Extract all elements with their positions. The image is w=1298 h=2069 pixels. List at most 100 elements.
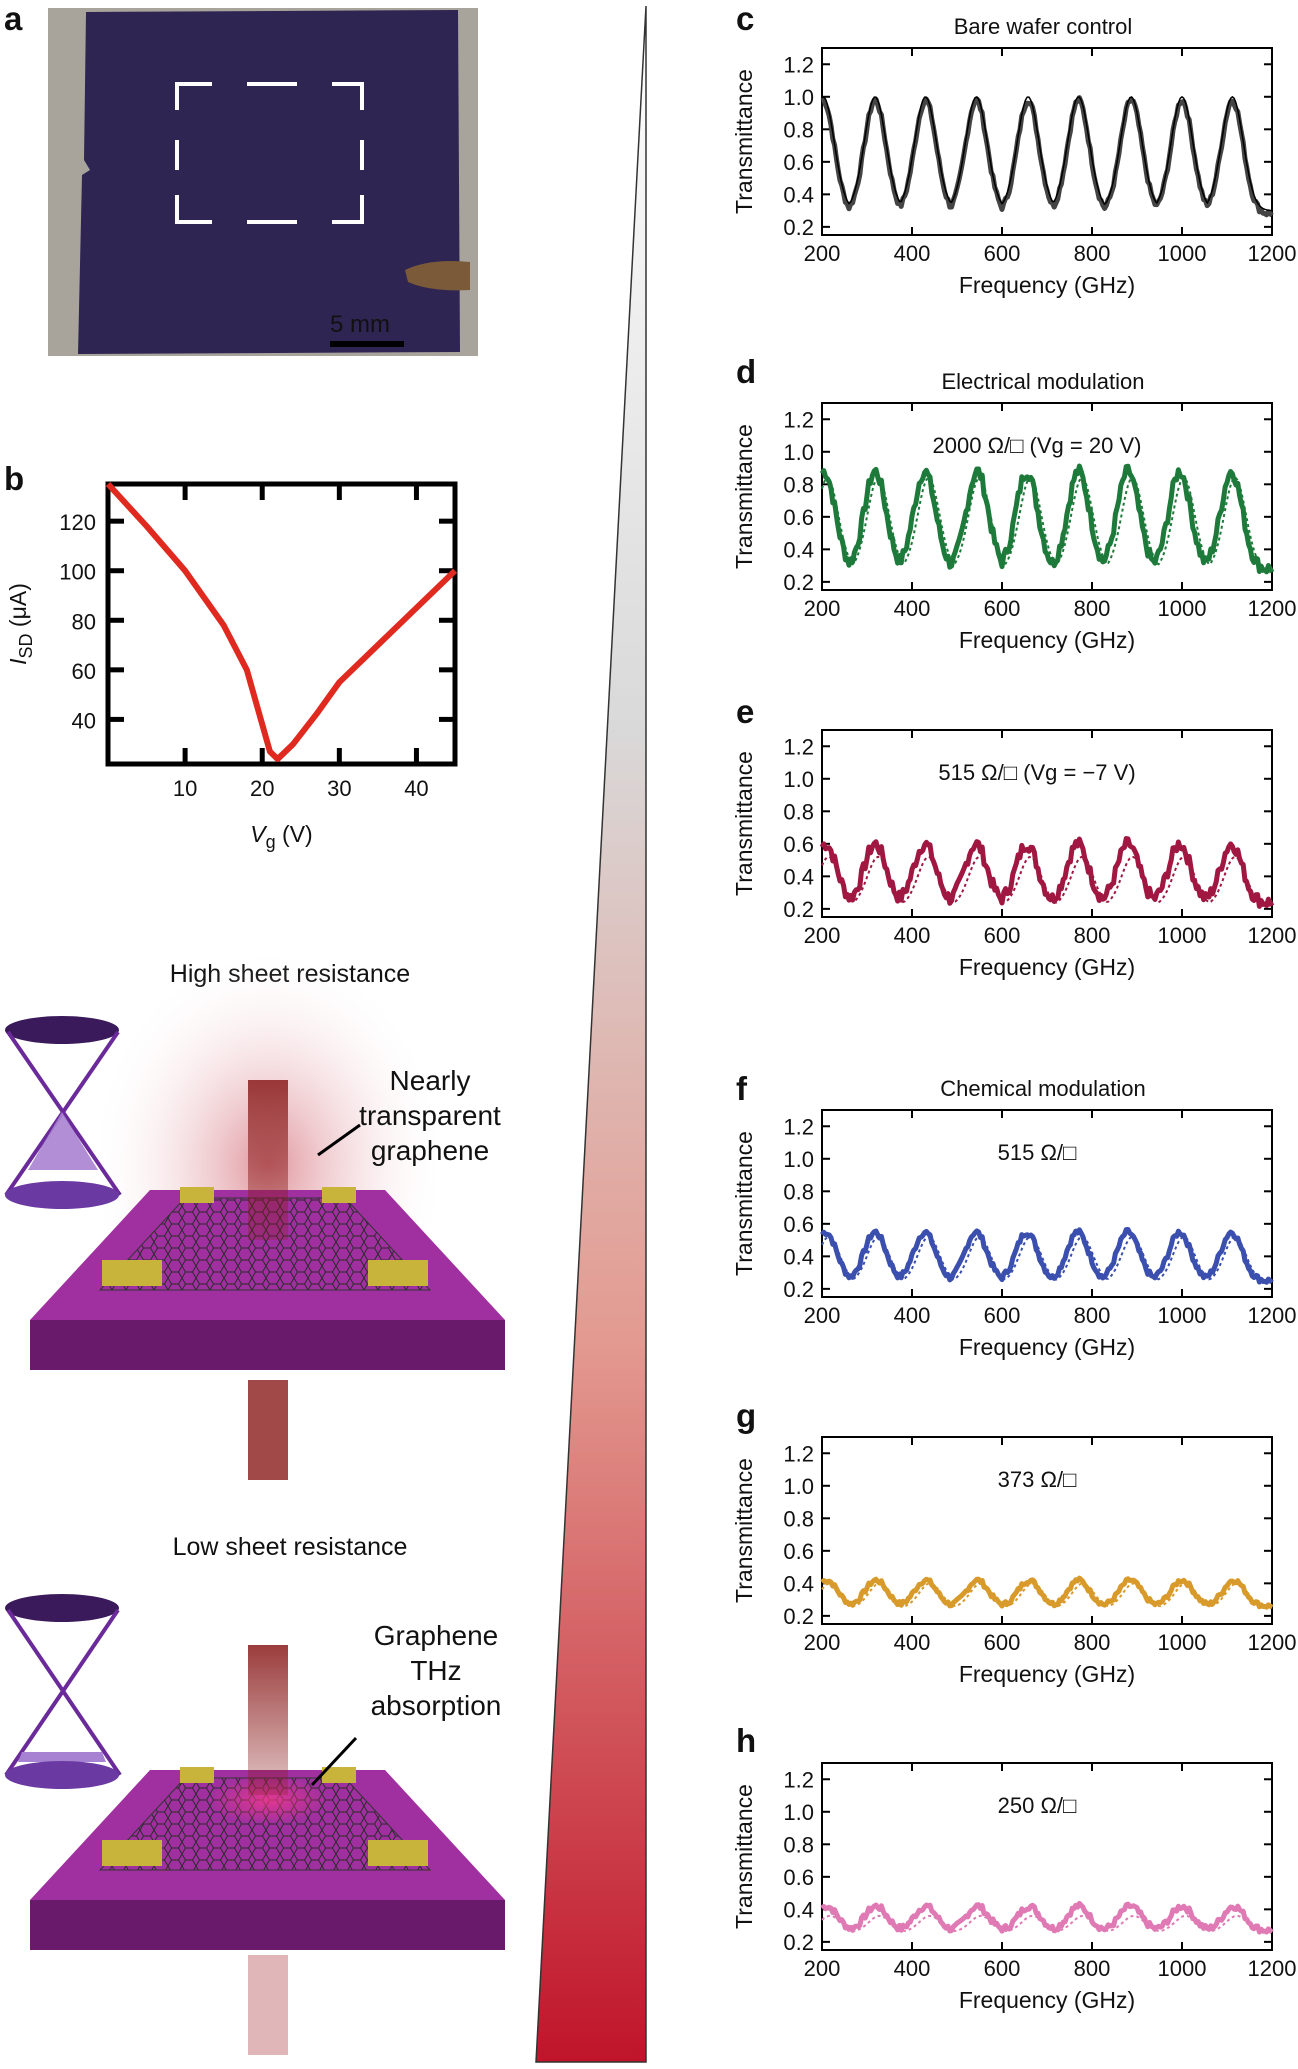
y-tick-label: 1.0 [783,85,814,110]
iv-curve [105,481,458,763]
y-tick-label: 1.2 [783,1441,814,1466]
y-tick-label: 80 [72,609,96,634]
y-tick-label: 100 [59,560,96,585]
y-axis-label: Transmittance [731,1131,757,1276]
y-tick-label: 1.0 [783,767,814,792]
schematic-low: Low sheet resistance Graphene THz absorp… [4,1533,505,2055]
x-tick-label: 400 [894,923,931,948]
thz-beam-in-low [248,1645,288,1795]
x-tick-label: 1200 [1248,1956,1297,1981]
x-axis-label: Frequency (GHz) [959,1987,1135,2013]
callout-high-2: transparent [359,1100,501,1131]
x-axis-label: Frequency (GHz) [959,1661,1135,1687]
plot-frame [821,402,1273,591]
photo-panel: 5 mm [48,8,478,356]
series-model [821,96,1273,212]
chart-c: 200 400 600 800 1000 1200 0.2 0.4 0.6 0.8 1.0 1.2 Ba… [731,14,1296,298]
thz-beam-out [248,1380,288,1480]
x-tick-label: 600 [984,1303,1021,1328]
callout-high-3: graphene [371,1135,489,1166]
plot-frame [821,47,1273,236]
schematic-high: High sheet resistance Nearly transparent… [4,945,505,1480]
y-tick-label: 0.6 [783,505,814,530]
thz-beam-out-low [248,1955,288,2055]
x-tick-label: 30 [327,776,351,801]
y-axis-label: Transmittance [731,69,757,214]
x-tick-label: 200 [804,1630,841,1655]
x-tick-label: 1000 [1158,923,1207,948]
series-measured [819,836,1275,909]
y-tick-label: 0.8 [783,1179,814,1204]
dirac-cone-high [4,1016,122,1209]
y-tick-label: 0.8 [783,1506,814,1531]
chart-title: Bare wafer control [954,14,1133,39]
dirac-cone-low [4,1594,122,1789]
series-model [821,1914,1273,1934]
y-tick-label: 1.0 [783,1147,814,1172]
y-tick-label: 0.2 [783,1277,814,1302]
x-tick-label: 400 [894,1303,931,1328]
x-tick-label: 20 [250,776,274,801]
x-axis-label: Frequency (GHz) [959,1334,1135,1360]
scale-bar-label: 5 mm [330,311,390,338]
y-tick-label: 0.4 [783,537,814,562]
callout-high-1: Nearly [390,1065,471,1096]
chart-title: Chemical modulation [940,1076,1145,1101]
x-tick-label: 1000 [1158,1630,1207,1655]
y-tick-label: 0.2 [783,570,814,595]
chart-annotation: 2000 Ω/□ (Vg = 20 V) [933,433,1142,458]
chart-d: 200 400 600 800 1000 1200 0.2 0.4 0.6 0.8 1.0 1.2 El… [731,369,1296,653]
x-axis-label: Frequency (GHz) [959,627,1135,653]
y-tick-label: 60 [72,659,96,684]
x-tick-label: 800 [1074,596,1111,621]
y-tick-label: 1.0 [783,440,814,465]
y-tick-label: 1.2 [783,52,814,77]
series-model [821,1582,1273,1609]
plot-frame [105,481,458,767]
x-tick-label: 1200 [1248,596,1297,621]
plot-frame [821,1436,1273,1625]
x-tick-label: 1000 [1158,596,1207,621]
series-model [821,476,1273,572]
x-tick-label: 600 [984,1956,1021,1981]
y-tick-label: 0.8 [783,1832,814,1857]
y-axis-label: Transmittance [731,1458,757,1603]
y-axis-label: ISD (μA) [5,583,36,665]
y-axis-label: Transmittance [731,751,757,896]
tweezer-tip [405,261,470,291]
chart-annotation: 250 Ω/□ [998,1793,1077,1818]
panel-label-b: b [4,460,24,497]
y-tick-label: 1.2 [783,1767,814,1792]
y-tick-label: 0.6 [783,1539,814,1564]
y-tick-label: 0.8 [783,472,814,497]
callout-low-1: Graphene [374,1620,499,1651]
chart-annotation: 373 Ω/□ [998,1467,1077,1492]
y-tick-label: 0.6 [783,1212,814,1237]
series-model [821,855,1273,907]
y-tick-label: 1.0 [783,1474,814,1499]
y-tick-label: 0.4 [783,1571,814,1596]
x-tick-label: 10 [173,776,197,801]
device-high [30,1187,505,1370]
x-tick-label: 400 [894,1630,931,1655]
y-axis-label: Transmittance [731,1784,757,1929]
series-measured [820,1900,1274,1935]
plot-frame [821,729,1273,918]
y-tick-label: 0.2 [783,1930,814,1955]
plot-frame [821,1762,1273,1951]
x-tick-label: 1200 [1248,923,1297,948]
chart-g: 200 400 600 800 1000 1200 0.2 0.4 0.6 0.8 1.0 1.2 37… [731,1436,1296,1687]
series-measured [820,1575,1274,1610]
x-tick-label: 600 [984,1630,1021,1655]
device-low [30,1767,505,1950]
panel-label-c: c [736,0,754,37]
x-axis-label: Vg (V) [250,821,312,852]
x-tick-label: 600 [984,241,1021,266]
y-tick-label: 0.8 [783,799,814,824]
x-axis-label: Frequency (GHz) [959,954,1135,980]
chart-annotation: 515 Ω/□ [998,1140,1077,1165]
y-tick-label: 1.2 [783,407,814,432]
panel-label-g: g [736,1397,756,1434]
x-tick-label: 1000 [1158,241,1207,266]
